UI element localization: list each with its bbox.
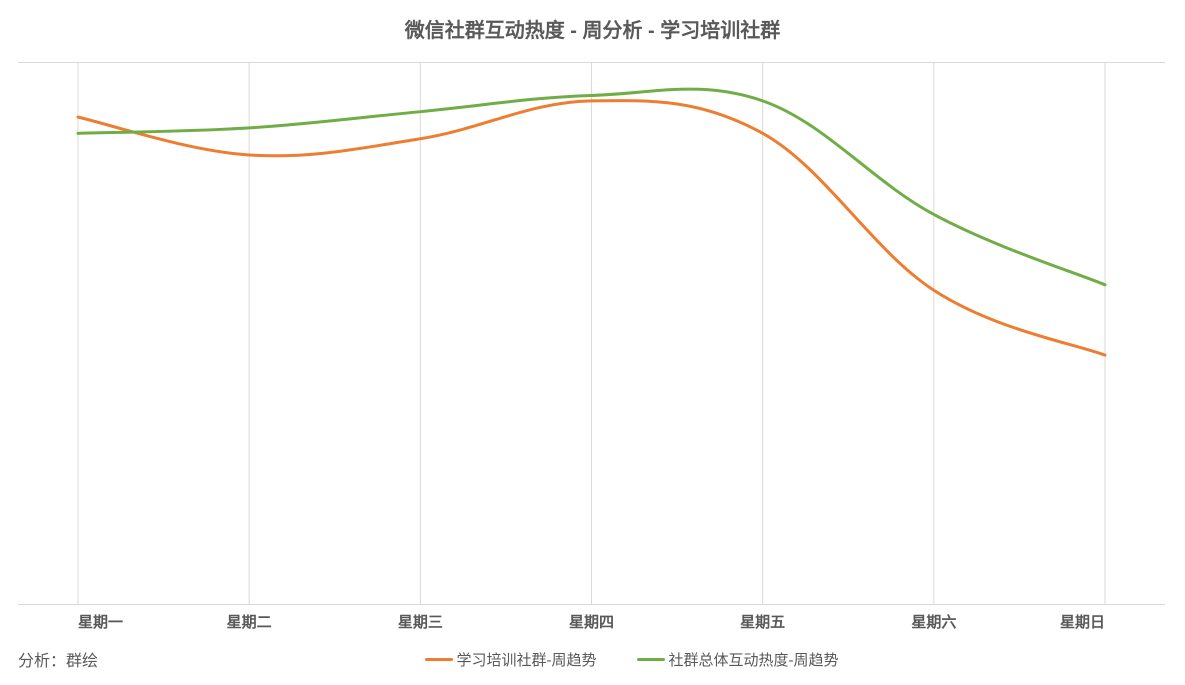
x-axis-label: 星期六 — [911, 611, 956, 632]
legend-item: 学习培训社群-周趋势 — [425, 649, 597, 670]
x-axis-label: 星期日 — [1060, 611, 1105, 632]
x-axis-label: 星期五 — [740, 611, 785, 632]
legend-label: 学习培训社群-周趋势 — [457, 649, 597, 670]
chart-svg — [18, 63, 1165, 604]
chart-title: 微信社群互动热度 - 周分析 - 学习培训社群 — [0, 0, 1185, 43]
chart-container: 微信社群互动热度 - 周分析 - 学习培训社群 星期一星期二星期三星期四星期五星… — [0, 0, 1185, 685]
chart-footer: 分析：群绘 学习培训社群-周趋势 社群总体互动热度-周趋势 — [18, 645, 1165, 673]
legend-swatch — [425, 658, 453, 661]
plot-area — [18, 62, 1165, 605]
x-axis-label: 星期四 — [569, 611, 614, 632]
x-axis-labels: 星期一 星期二 星期三 星期四 星期五 星期六 星期日 — [18, 611, 1165, 633]
legend-item: 社群总体互动热度-周趋势 — [637, 649, 839, 670]
x-axis-label: 星期二 — [227, 611, 272, 632]
legend-label: 社群总体互动热度-周趋势 — [669, 649, 839, 670]
x-axis-label: 星期三 — [398, 611, 443, 632]
source-label: 分析：群绘 — [18, 647, 98, 671]
legend: 学习培训社群-周趋势 社群总体互动热度-周趋势 — [98, 649, 1165, 670]
legend-swatch — [637, 658, 665, 661]
gridlines — [78, 63, 1105, 604]
x-axis-label: 星期一 — [78, 611, 123, 632]
